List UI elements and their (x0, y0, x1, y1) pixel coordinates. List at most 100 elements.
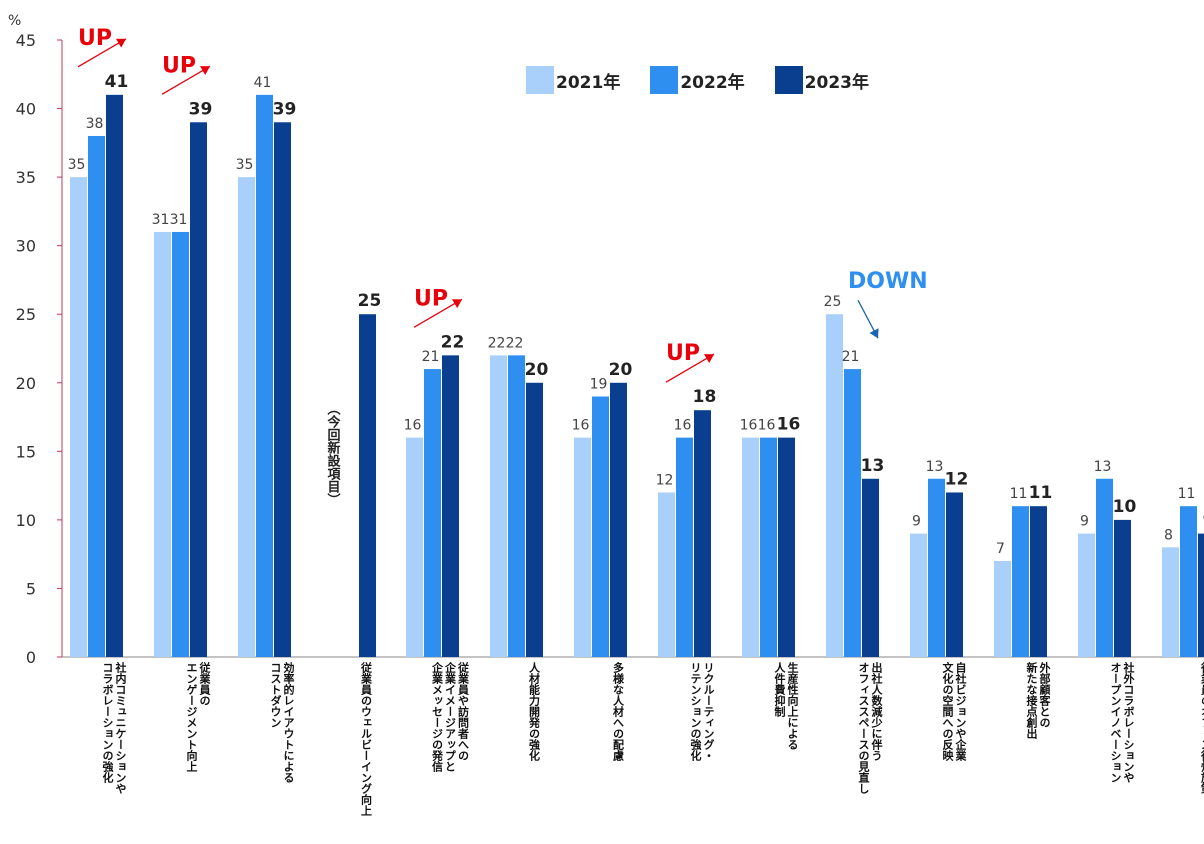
data-label: 9 (1203, 511, 1204, 531)
data-label: 16 (674, 418, 692, 434)
category-label-13: 従業員のオフィス復帰施策 (1200, 661, 1204, 795)
legend-swatch-2023 (774, 66, 803, 94)
annotation-up-arrowhead (200, 66, 210, 76)
category-label-3: 従業員のウェルビーイング向上 (360, 661, 374, 816)
data-label: 31 (152, 212, 170, 228)
category-label-8: 生産性向上による (786, 661, 799, 751)
category-label-0: コラボレーションの強化 (101, 662, 114, 784)
bar-2021年-12 (1078, 533, 1095, 657)
annotation-up-arrow (413, 298, 463, 328)
category-label-5: 人材能力開発の強化 (528, 661, 542, 762)
data-label: 21 (422, 349, 440, 365)
data-label: 16 (572, 418, 590, 434)
bar-2023年-6 (610, 382, 627, 657)
bar-2022年-0 (88, 135, 105, 657)
bar-2023年-11 (1030, 506, 1047, 657)
new-item-note: （今回新設項目） (325, 402, 342, 506)
data-label: 38 (86, 116, 104, 132)
bar-2023年-3 (359, 314, 376, 657)
category-label-4: 従業員や訪問者への (457, 661, 471, 761)
data-label: 7 (996, 541, 1005, 557)
category-label-4: 企業イメージアップと (444, 661, 458, 772)
annotation-up-arrow (77, 38, 127, 68)
data-label: 16 (758, 418, 776, 434)
y-tick-label: 45 (16, 31, 36, 50)
data-label: 11 (1029, 483, 1053, 503)
data-label: 20 (525, 360, 549, 380)
y-tick-label: 0 (26, 648, 36, 667)
category-label-1: エンゲージメント向上 (185, 662, 198, 772)
category-label-11: 外部顧客との (1038, 661, 1052, 728)
annotation-up-arrowhead (116, 38, 126, 48)
annotation-up-arrow (665, 353, 715, 383)
legend-label-2022: 2022年 (680, 72, 745, 93)
legend-swatch-2022 (650, 66, 679, 94)
bar-2023年-9 (862, 478, 879, 657)
data-label: 41 (105, 72, 129, 92)
y-tick-label: 30 (16, 237, 36, 256)
y-tick-label: 10 (16, 511, 36, 530)
bar-2022年-2 (256, 94, 273, 658)
data-label: 13 (1094, 459, 1112, 475)
data-label: 31 (170, 212, 188, 228)
category-label-6: 多様な人材への配慮 (612, 661, 625, 762)
bar-2021年-2 (238, 177, 255, 657)
bar-2021年-4 (406, 437, 423, 657)
y-tick-label: 25 (16, 305, 36, 324)
data-label: 11 (1010, 486, 1028, 502)
bar-2022年-1 (172, 231, 189, 657)
category-label-2: コストダウン (269, 662, 282, 728)
annotation-down: DOWN (848, 269, 928, 294)
data-label: 22 (506, 335, 524, 351)
category-label-4: 企業メッセージの発信 (431, 661, 445, 773)
category-label-7: リテンションの強化 (689, 662, 702, 762)
annotation-up: UP (414, 286, 448, 311)
category-label-10: 文化の空間への反映 (941, 661, 954, 762)
legend-swatch-2021 (526, 66, 554, 94)
data-label: 20 (609, 360, 633, 380)
annotation-up-arrowhead (704, 354, 714, 363)
bar-2021年-0 (70, 177, 87, 657)
bar-2022年-5 (508, 355, 525, 657)
data-label: 22 (488, 335, 506, 351)
data-label: 35 (68, 157, 86, 173)
bar-2021年-9 (826, 314, 843, 657)
bar-2022年-13 (1180, 506, 1197, 657)
bar-2023年-13 (1198, 533, 1204, 657)
annotation-up: UP (78, 26, 112, 51)
bar-2022年-4 (424, 369, 441, 657)
bar-2022年-8 (760, 437, 777, 657)
bar-2023年-12 (1114, 519, 1131, 657)
category-label-11: 新たな接点創出 (1025, 661, 1039, 740)
annotation-up-arrowhead (452, 299, 462, 309)
data-label: 10 (1113, 497, 1137, 517)
bar-2021年-10 (910, 533, 927, 657)
data-label: 16 (740, 418, 758, 434)
bar-2023年-7 (694, 410, 711, 657)
category-label-12: オープンイノベーション (1109, 662, 1122, 783)
data-label: 16 (777, 415, 801, 435)
data-label: 39 (273, 99, 297, 119)
legend-label-2023: 2023年 (804, 72, 869, 93)
data-label: 9 (912, 514, 921, 530)
bar-2022年-7 (676, 437, 693, 657)
legend: 2021年 2022年 2023年 (526, 66, 899, 94)
data-label: 41 (254, 75, 272, 91)
category-label-10: 自社ビジョンや企業 (954, 661, 968, 762)
data-label: 13 (926, 459, 944, 475)
data-label: 11 (1178, 486, 1196, 502)
category-label-9: 出社人数減少に伴う (870, 661, 884, 761)
data-label: 22 (441, 332, 465, 352)
bar-2021年-5 (490, 355, 507, 657)
bar-2021年-13 (1162, 547, 1179, 657)
bar-2021年-11 (994, 561, 1011, 657)
bar-2021年-7 (658, 492, 675, 657)
category-label-7: リクルーティング・ (702, 662, 715, 761)
legend-item-2021: 2021年 (526, 66, 620, 94)
data-label: 9 (1080, 514, 1089, 530)
data-label: 18 (693, 387, 717, 407)
data-label: 25 (358, 291, 382, 311)
bar-2023年-0 (106, 94, 123, 658)
bar-2023年-5 (526, 382, 543, 657)
